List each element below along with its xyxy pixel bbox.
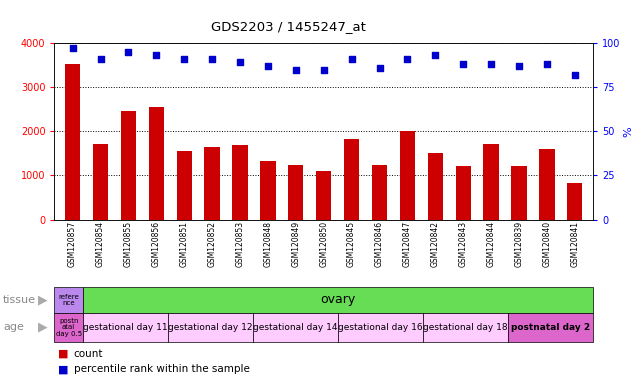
Point	[263, 63, 273, 69]
Bar	[400, 131, 415, 220]
Point	[67, 45, 78, 51]
Point	[207, 56, 217, 62]
Point	[179, 56, 189, 62]
Bar	[344, 139, 359, 220]
Text: GDS2203 / 1455247_at: GDS2203 / 1455247_at	[211, 20, 366, 33]
Text: count: count	[74, 349, 103, 359]
Point	[542, 61, 552, 67]
Point	[347, 56, 357, 62]
Bar	[232, 145, 247, 220]
Bar	[508, 313, 593, 342]
Bar	[176, 151, 192, 220]
Bar	[93, 144, 108, 220]
Point	[96, 56, 106, 62]
Text: ■: ■	[58, 364, 68, 374]
Y-axis label: %: %	[623, 126, 633, 137]
Text: ▶: ▶	[38, 293, 48, 306]
Bar	[456, 166, 471, 220]
Text: gestational day 16: gestational day 16	[338, 323, 422, 332]
Point	[486, 61, 496, 67]
Bar	[260, 161, 276, 220]
Text: gestational day 12: gestational day 12	[168, 323, 253, 332]
Bar	[483, 144, 499, 220]
Point	[235, 60, 245, 66]
Point	[319, 66, 329, 73]
Point	[570, 72, 580, 78]
Text: ▶: ▶	[38, 321, 48, 334]
Bar	[121, 111, 136, 220]
Text: gestational day 11: gestational day 11	[83, 323, 168, 332]
Point	[151, 52, 162, 58]
Text: gestational day 18: gestational day 18	[423, 323, 508, 332]
Bar	[567, 183, 583, 220]
Text: percentile rank within the sample: percentile rank within the sample	[74, 364, 249, 374]
Point	[403, 56, 413, 62]
Bar	[54, 313, 83, 342]
Text: ■: ■	[58, 349, 68, 359]
Text: age: age	[3, 322, 24, 333]
Bar	[512, 166, 527, 220]
Point	[514, 63, 524, 69]
Bar	[428, 153, 443, 220]
Bar	[423, 313, 508, 342]
Bar	[54, 287, 83, 313]
Bar	[204, 147, 220, 220]
Point	[430, 52, 440, 58]
Point	[123, 49, 133, 55]
Point	[374, 65, 385, 71]
Point	[458, 61, 469, 67]
Bar	[338, 313, 423, 342]
Text: tissue: tissue	[3, 295, 36, 305]
Point	[290, 66, 301, 73]
Bar	[65, 64, 80, 220]
Bar	[253, 313, 338, 342]
Bar	[168, 313, 253, 342]
Text: refere
nce: refere nce	[58, 294, 79, 306]
Bar	[539, 149, 554, 220]
Text: postnatal day 2: postnatal day 2	[511, 323, 590, 332]
Bar	[316, 171, 331, 220]
Bar	[372, 166, 387, 220]
Bar	[83, 313, 168, 342]
Text: gestational day 14: gestational day 14	[253, 323, 338, 332]
Text: postn
atal
day 0.5: postn atal day 0.5	[56, 318, 81, 337]
Bar	[288, 166, 303, 220]
Bar	[149, 108, 164, 220]
Text: ovary: ovary	[320, 293, 356, 306]
